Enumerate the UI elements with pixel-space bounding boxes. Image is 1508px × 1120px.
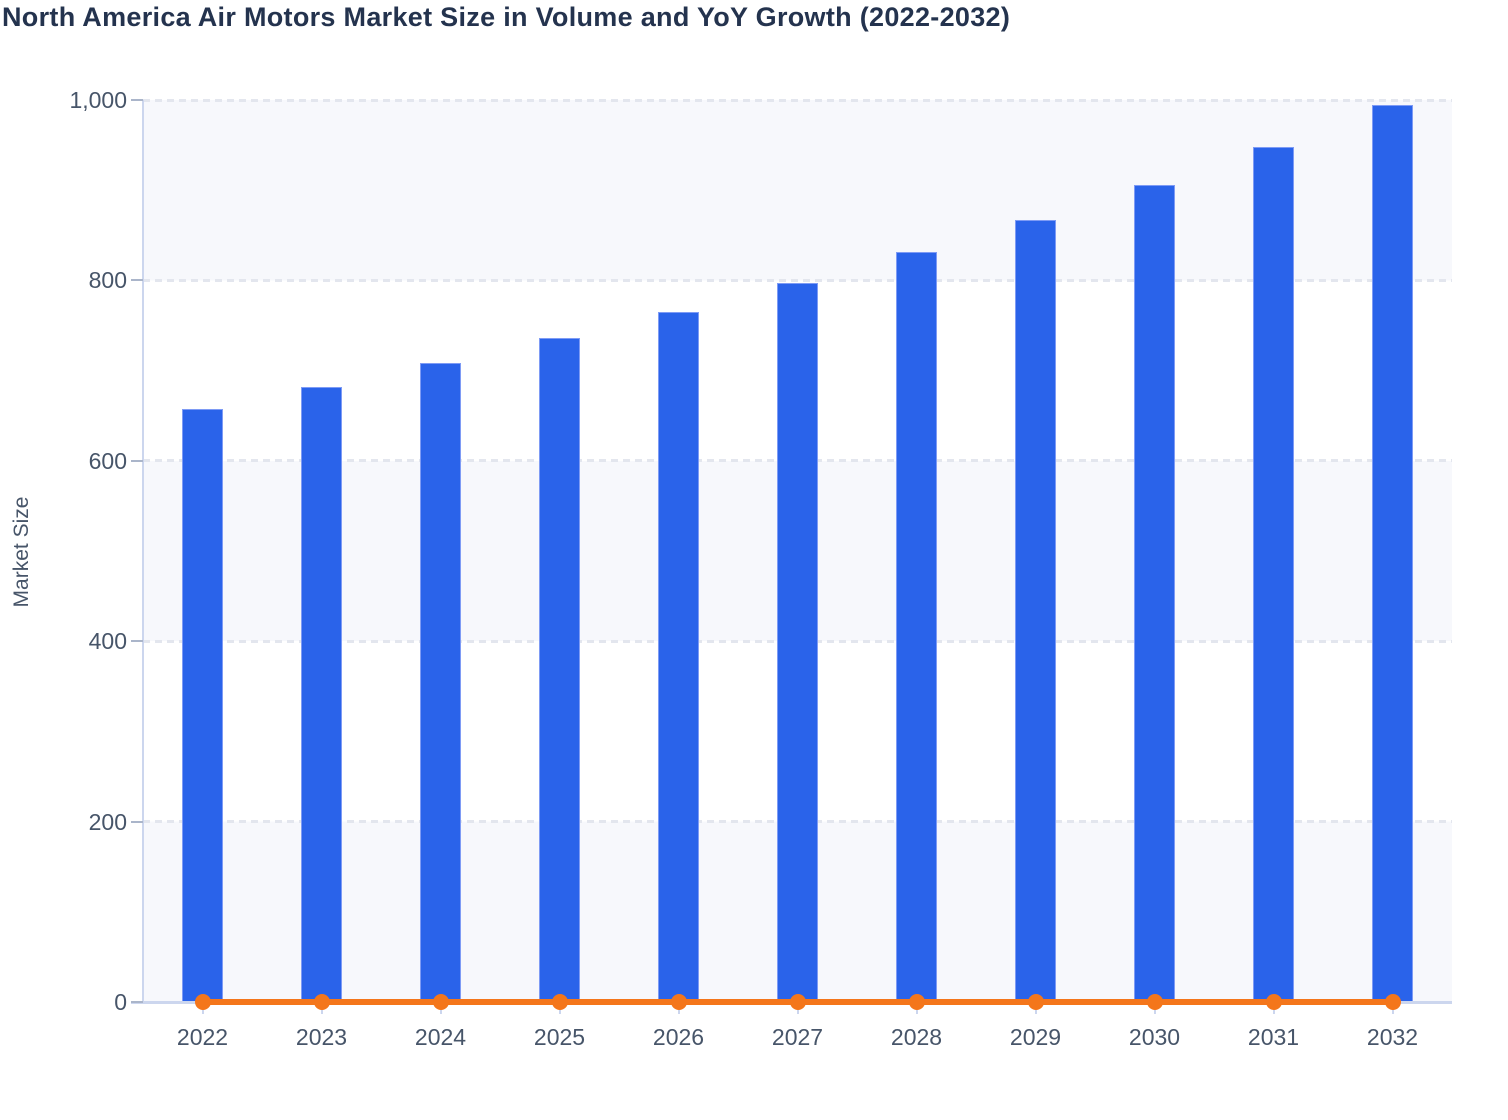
bar-2029[interactable] <box>1015 219 1056 1002</box>
y-tick-label-1000: 1,000 <box>69 87 127 113</box>
y-tick-label-600: 600 <box>88 447 127 474</box>
bar-2022[interactable] <box>182 409 223 1002</box>
yoy-growth-point-2026[interactable] <box>670 994 687 1010</box>
bar-2032[interactable] <box>1372 105 1413 1002</box>
x-tick-label-2028: 2028 <box>890 1024 943 1050</box>
y-axis-tick-600 <box>131 459 143 462</box>
bar-2025[interactable] <box>539 338 580 1002</box>
y-axis-tick-1000 <box>131 99 143 101</box>
y-axis-line <box>142 100 144 1004</box>
x-tick-label-2029: 2029 <box>1009 1024 1062 1050</box>
x-tick-label-2025: 2025 <box>533 1024 586 1050</box>
bar-2024[interactable] <box>420 363 461 1002</box>
bar-2026[interactable] <box>658 311 699 1002</box>
y-tick-label-0: 0 <box>114 989 127 1015</box>
yoy-growth-point-2028[interactable] <box>908 994 925 1010</box>
bar-2031[interactable] <box>1253 146 1294 1002</box>
y-axis-title: Market Size <box>10 496 33 608</box>
x-tick-label-2023: 2023 <box>295 1024 348 1050</box>
chart-title: North America Air Motors Market Size in … <box>2 2 1011 32</box>
x-tick-label-2022: 2022 <box>176 1024 229 1050</box>
x-tick-label-2030: 2030 <box>1128 1024 1181 1050</box>
x-tick-label-2024: 2024 <box>414 1024 467 1050</box>
yoy-growth-point-2029[interactable] <box>1027 994 1044 1010</box>
y-tick-label-200: 200 <box>88 808 127 835</box>
bar-2028[interactable] <box>896 252 937 1002</box>
yoy-growth-point-2024[interactable] <box>432 994 449 1010</box>
y-tick-label-400: 400 <box>88 628 127 655</box>
yoy-growth-point-2023[interactable] <box>313 994 330 1010</box>
bar-2023[interactable] <box>301 386 342 1002</box>
gridline-1000 <box>143 98 1452 102</box>
y-axis-tick-400 <box>131 640 143 643</box>
y-tick-label-800: 800 <box>88 267 127 294</box>
bar-2030[interactable] <box>1134 184 1175 1002</box>
yoy-growth-point-2031[interactable] <box>1265 994 1282 1010</box>
plot-area <box>143 98 1452 1010</box>
bar-2027[interactable] <box>777 283 818 1002</box>
y-axis-tick-200 <box>131 820 143 823</box>
yoy-growth-point-2032[interactable] <box>1384 994 1401 1010</box>
yoy-growth-point-2022[interactable] <box>194 994 211 1010</box>
yoy-growth-point-2027[interactable] <box>789 994 806 1010</box>
x-tick-label-2031: 2031 <box>1247 1024 1300 1050</box>
y-axis-tick-800 <box>131 279 143 282</box>
y-axis-tick-0 <box>131 1001 143 1003</box>
yoy-growth-point-2030[interactable] <box>1146 994 1163 1010</box>
yoy-growth-point-2025[interactable] <box>551 994 568 1010</box>
x-tick-label-2026: 2026 <box>652 1024 705 1050</box>
x-tick-label-2032: 2032 <box>1366 1024 1419 1050</box>
x-tick-label-2027: 2027 <box>771 1024 824 1050</box>
